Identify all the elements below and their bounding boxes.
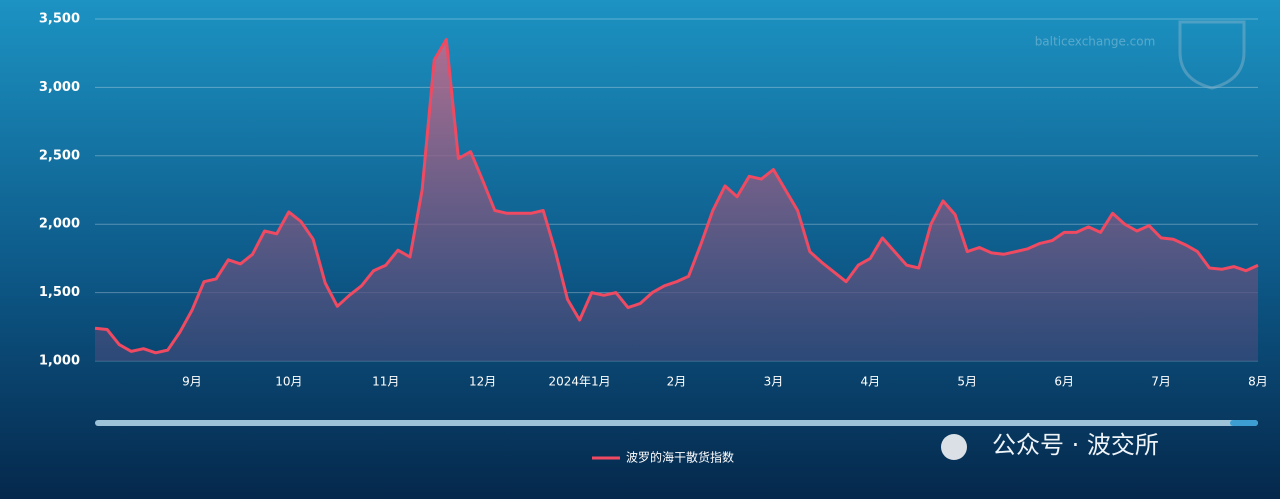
legend-label: 波罗的海干散货指数 [626, 450, 734, 465]
x-tick-label: 9月 [182, 375, 202, 389]
x-tick-label: 7月 [1151, 375, 1171, 389]
y-tick-label: 1,500 [39, 285, 80, 300]
x-tick-label: 2024年1月 [548, 375, 610, 389]
area [95, 39, 1258, 361]
x-tick-label: 2月 [667, 375, 687, 389]
watermark: balticexchange.com [1035, 35, 1156, 49]
y-tick-label: 1,000 [39, 354, 80, 369]
plot: 1,000 1,500 2,000 2,500 3,000 3,500 9月 10月 11月 12… [39, 12, 1268, 389]
scrollbar-handle[interactable] [1230, 420, 1258, 426]
logo [1178, 20, 1246, 90]
x-tick-label: 10月 [275, 375, 302, 389]
y-tick-label: 3,000 [39, 80, 80, 95]
wechat-icon [941, 434, 967, 460]
scrollbar-track[interactable] [95, 420, 1258, 426]
y-tick-label: 2,500 [39, 148, 80, 163]
y-tick-label: 2,000 [39, 217, 80, 232]
x-tick-label: 11月 [372, 375, 399, 389]
x-tick-label: 6月 [1054, 375, 1074, 389]
x-tick-label: 5月 [957, 375, 977, 389]
x-tick-label: 8月 [1248, 375, 1268, 389]
x-tick-label: 12月 [469, 375, 496, 389]
x-tick-label: 4月 [861, 375, 881, 389]
line [94, 38, 1259, 355]
x-tick-label: 3月 [764, 375, 784, 389]
y-tick-label: 3,500 [39, 12, 80, 27]
source: 公众号 · 波交所 [992, 431, 1159, 459]
